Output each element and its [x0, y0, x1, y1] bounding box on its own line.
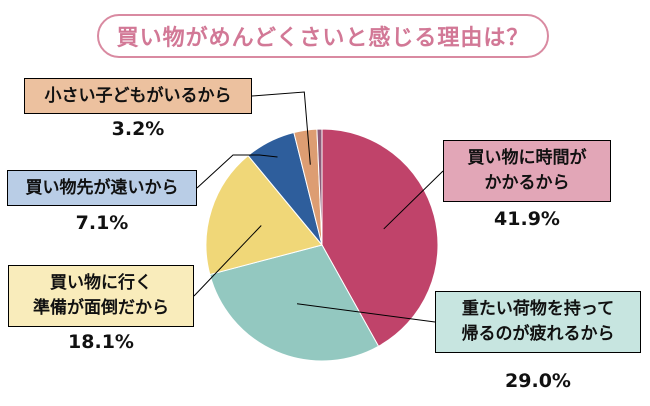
label-line: 重たい荷物を持って: [461, 299, 615, 319]
leader-line: [296, 303, 436, 323]
leader-line: [196, 154, 278, 189]
leader-line: [251, 91, 311, 165]
label-box-kids: 小さい子どもがいるから: [24, 78, 252, 114]
label-box-heavy: 重たい荷物を持って 帰るのが疲れるから: [435, 291, 641, 353]
label-box-far: 買い物先が遠いから: [7, 170, 197, 206]
pie-slice: [316, 128, 323, 246]
pct-label-kids: 3.2%: [111, 118, 165, 140]
pie-slice: [205, 154, 323, 276]
leader-line: [383, 170, 444, 230]
pct-label-time: 41.9%: [494, 208, 560, 230]
label-box-prep: 買い物に行く 準備が面倒だから: [8, 265, 194, 327]
leader-line: [193, 225, 262, 297]
pie-slice: [321, 128, 439, 347]
label-box-time: 買い物に時間が かかるから: [443, 140, 611, 202]
pct-label-far: 7.1%: [75, 212, 129, 234]
label-line: 小さい子どもがいるから: [44, 85, 232, 106]
chart-title: 買い物がめんどくさいと感じる理由は？: [97, 14, 549, 58]
label-line: 買い物に行く: [50, 273, 152, 293]
label-line: 買い物に時間が: [467, 148, 587, 168]
pct-label-prep: 18.1%: [68, 331, 134, 353]
label-line: 準備が面倒だから: [33, 298, 169, 318]
label-line: 買い物先が遠いから: [25, 177, 179, 198]
label-line: 帰るのが疲れるから: [461, 324, 615, 344]
label-line: かかるから: [484, 173, 570, 193]
pct-label-heavy: 29.0%: [505, 370, 571, 392]
pie-slice: [209, 244, 380, 362]
